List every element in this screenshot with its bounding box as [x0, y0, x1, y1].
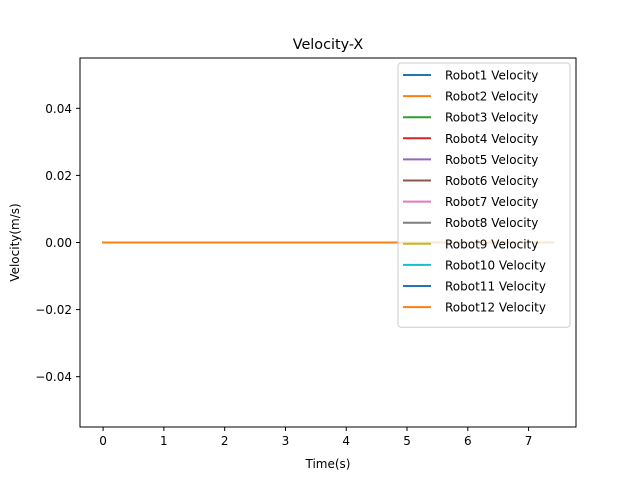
y-axis-ticks: −0.04 −0.02 0.00 0.02 0.04	[35, 102, 80, 384]
legend-box	[397, 62, 571, 328]
legend-label-robot5: Robot5 Velocity	[445, 153, 538, 167]
legend-label-robot4: Robot4 Velocity	[445, 132, 538, 146]
legend-label-robot7: Robot7 Velocity	[445, 195, 538, 209]
x-tick-label: 1	[160, 434, 168, 448]
x-tick-label: 0	[99, 434, 107, 448]
x-axis-ticks: 0 1 2 3 4 5 6 7	[99, 427, 532, 448]
x-tick-label: 3	[282, 434, 290, 448]
y-tick-label: −0.04	[35, 370, 72, 384]
y-tick-label: 0.02	[45, 169, 72, 183]
x-tick-label: 4	[342, 434, 350, 448]
legend-label-robot2: Robot2 Velocity	[445, 90, 538, 104]
x-tick-label: 2	[221, 434, 229, 448]
legend-label-robot1: Robot1 Velocity	[445, 69, 538, 83]
legend-label-robot9: Robot9 Velocity	[445, 237, 538, 251]
x-tick-label: 5	[403, 434, 411, 448]
legend: Robot1 Velocity Robot2 Velocity Robot3 Vel…	[397, 62, 571, 328]
x-tick-label: 7	[525, 434, 533, 448]
x-axis-label: Time(s)	[305, 457, 351, 471]
y-tick-label: 0.04	[45, 102, 72, 116]
legend-label-robot12: Robot12 Velocity	[445, 301, 546, 315]
legend-label-robot6: Robot6 Velocity	[445, 174, 538, 188]
y-axis-label: Velocity(m/s)	[8, 203, 22, 281]
y-tick-label: 0.00	[45, 236, 72, 250]
legend-label-robot8: Robot8 Velocity	[445, 216, 538, 230]
chart-title: Velocity-X	[293, 37, 364, 53]
x-tick-label: 6	[464, 434, 472, 448]
legend-label-robot11: Robot11 Velocity	[445, 280, 546, 294]
legend-label-robot3: Robot3 Velocity	[445, 111, 538, 125]
legend-label-robot10: Robot10 Velocity	[445, 258, 546, 272]
y-tick-label: −0.02	[35, 303, 72, 317]
